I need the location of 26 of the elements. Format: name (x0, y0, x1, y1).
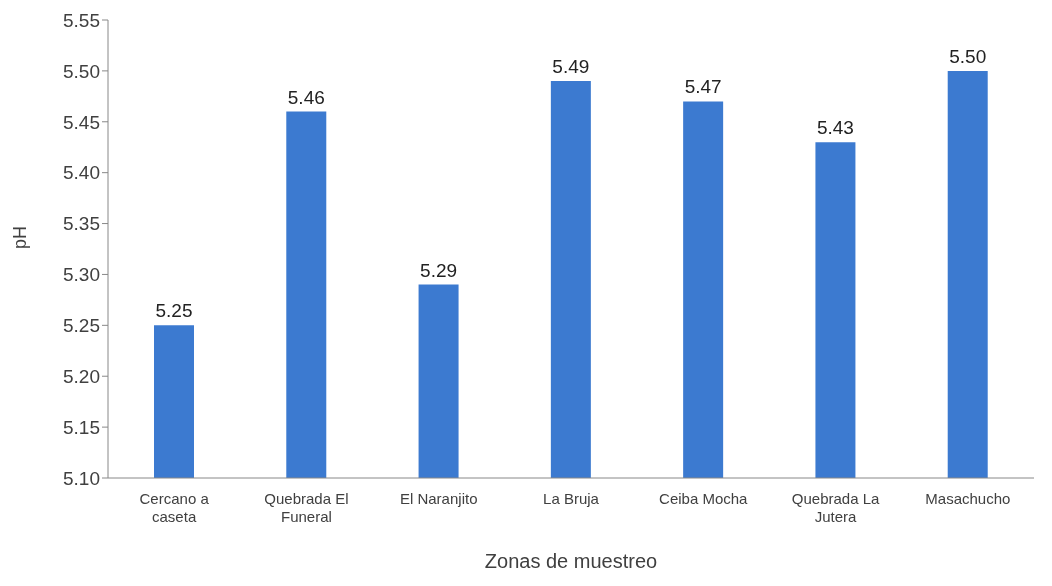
data-label: 5.29 (420, 259, 458, 281)
y-axis-title: pH (10, 225, 31, 249)
y-tick-label: 5.45 (63, 111, 100, 133)
y-tick-label: 5.35 (63, 213, 100, 235)
data-label: 5.43 (816, 117, 854, 139)
y-tick-label: 5.15 (63, 416, 100, 438)
x-tick-label: La Bruja (543, 490, 600, 507)
y-tick-label: 5.55 (63, 9, 100, 31)
data-label: 5.46 (287, 86, 325, 108)
data-label: 5.49 (552, 56, 590, 78)
y-tick-label: 5.20 (63, 365, 100, 387)
data-label: 5.47 (684, 76, 722, 98)
x-tick-label: Masachucho (925, 490, 1011, 507)
data-label: 5.25 (155, 300, 193, 322)
y-tick-label: 5.10 (63, 467, 100, 489)
x-tick-label: Quebrada El Funeral (264, 490, 349, 525)
y-tick-label: 5.25 (63, 315, 100, 337)
y-tick-label: 5.50 (63, 60, 100, 82)
x-tick-label: Ceiba Mocha (659, 490, 749, 507)
x-tick-label: Quebrada La Jutera (791, 490, 881, 525)
x-tick-label: Cercano a caseta (139, 490, 210, 525)
y-tick-label: 5.40 (63, 162, 100, 184)
y-tick-label: 5.30 (63, 264, 100, 286)
data-label: 5.50 (949, 45, 987, 67)
x-axis-title: Zonas de muestreo (484, 550, 658, 572)
x-tick-label: El Naranjito (399, 490, 478, 507)
